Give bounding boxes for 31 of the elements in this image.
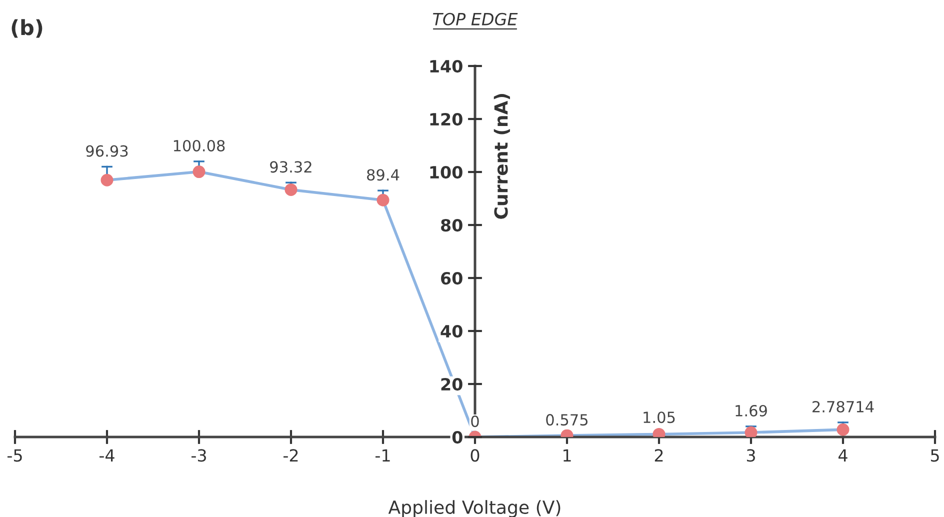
x-tick-label: -1 — [376, 449, 390, 462]
y-tick-label: 100 — [430, 166, 462, 179]
x-tick-label: -3 — [192, 449, 206, 462]
x-tick-label: -2 — [284, 449, 298, 462]
y-tick-label: 60 — [441, 272, 462, 285]
x-tick-label: 3 — [746, 449, 755, 462]
x-tick-label: 5 — [930, 449, 939, 462]
data-label: 2.78714 — [812, 400, 874, 413]
text: (b) — [12, 19, 42, 38]
data-label: 1.69 — [736, 404, 767, 416]
chart-title: TOP EDGE — [432, 12, 518, 26]
x-tick-label: -5 — [8, 449, 22, 462]
y-axis-title: Current (nA) — [494, 94, 510, 219]
x-tick-label: 0 — [470, 449, 480, 462]
x-tick-label: 4 — [838, 449, 848, 462]
x-tick-label: 1 — [564, 449, 571, 462]
data-label: 93.32 — [270, 161, 312, 173]
y-tick-label: 20 — [441, 378, 462, 391]
data-label: 1.05 — [644, 412, 675, 424]
y-tick-label: 40 — [440, 324, 462, 338]
y-tick-label: 80 — [441, 218, 462, 232]
y-tick-label: 0 — [452, 430, 462, 444]
y-tick-label: 140 — [430, 60, 462, 73]
data-label: 96.93 — [86, 145, 128, 157]
x-tick-label: -4 — [100, 449, 114, 462]
data-label: 0 — [471, 416, 479, 428]
y-tick-label: 120 — [430, 112, 462, 126]
data-label: 0.575 — [546, 414, 588, 426]
data-label: 89.4 — [367, 169, 400, 181]
x-tick-label: 2 — [654, 449, 663, 462]
data-label: 100.08 — [174, 140, 225, 152]
